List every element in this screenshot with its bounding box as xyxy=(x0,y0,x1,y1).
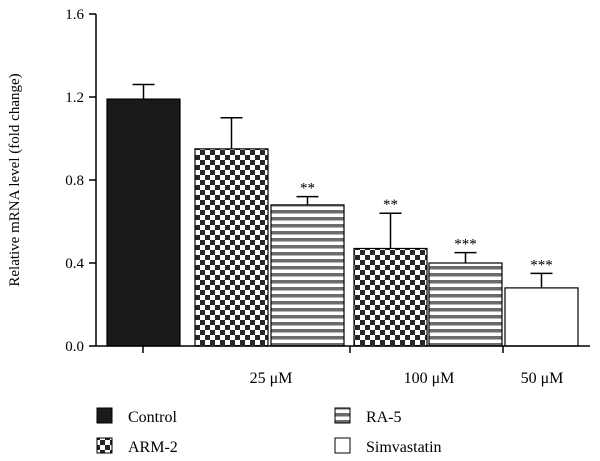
group-label: 25 μM xyxy=(250,370,293,387)
bars: ********** xyxy=(106,83,579,347)
significance-label: *** xyxy=(454,237,477,253)
y-axis-label: Relative mRNA level (fold change) xyxy=(7,73,23,286)
legend-label: RA-5 xyxy=(366,409,402,426)
group-labels: 25 μM 100 μM 50 μM xyxy=(250,370,564,387)
bar-rect xyxy=(353,247,428,347)
legend-swatch xyxy=(334,437,351,454)
y-tick-label: 1.6 xyxy=(65,7,84,23)
group-label: 50 μM xyxy=(521,370,564,387)
legend-label: ARM-2 xyxy=(128,439,178,456)
legend-swatch xyxy=(334,407,351,424)
bar-simvastatin: *** xyxy=(504,257,579,347)
y-tick-label: 0.8 xyxy=(65,173,84,189)
y-tick-label: 1.2 xyxy=(65,90,84,106)
bar-control xyxy=(106,83,181,347)
bar-ra-5: *** xyxy=(428,237,503,347)
significance-label: ** xyxy=(300,181,315,197)
legend-label: Control xyxy=(128,409,177,426)
legend-swatch xyxy=(96,437,113,454)
legend-item: ARM-2 xyxy=(96,437,178,456)
bar-arm-2 xyxy=(194,117,269,347)
x-axis xyxy=(96,345,590,353)
bar-ra-5: ** xyxy=(270,181,345,347)
bar-rect xyxy=(428,262,503,347)
legend-item: Simvastatin xyxy=(334,437,442,456)
legend: Control ARM-2 RA-5 Simvastatin xyxy=(96,407,442,456)
significance-label: ** xyxy=(383,197,398,213)
y-tick-label: 0.4 xyxy=(65,256,84,272)
significance-label: *** xyxy=(530,257,553,273)
bar-arm-2: ** xyxy=(353,197,428,347)
y-axis: 0.0 0.4 0.8 1.2 1.6 xyxy=(65,7,97,355)
bar-rect xyxy=(504,287,579,347)
legend-label: Simvastatin xyxy=(366,439,442,456)
bar-rect xyxy=(194,148,269,347)
legend-swatch xyxy=(96,407,113,424)
group-label: 100 μM xyxy=(404,370,455,387)
legend-item: RA-5 xyxy=(334,407,402,426)
bar-rect xyxy=(270,204,345,347)
y-tick-label: 0.0 xyxy=(65,339,84,355)
bar-rect xyxy=(106,98,181,347)
legend-item: Control xyxy=(96,407,177,426)
